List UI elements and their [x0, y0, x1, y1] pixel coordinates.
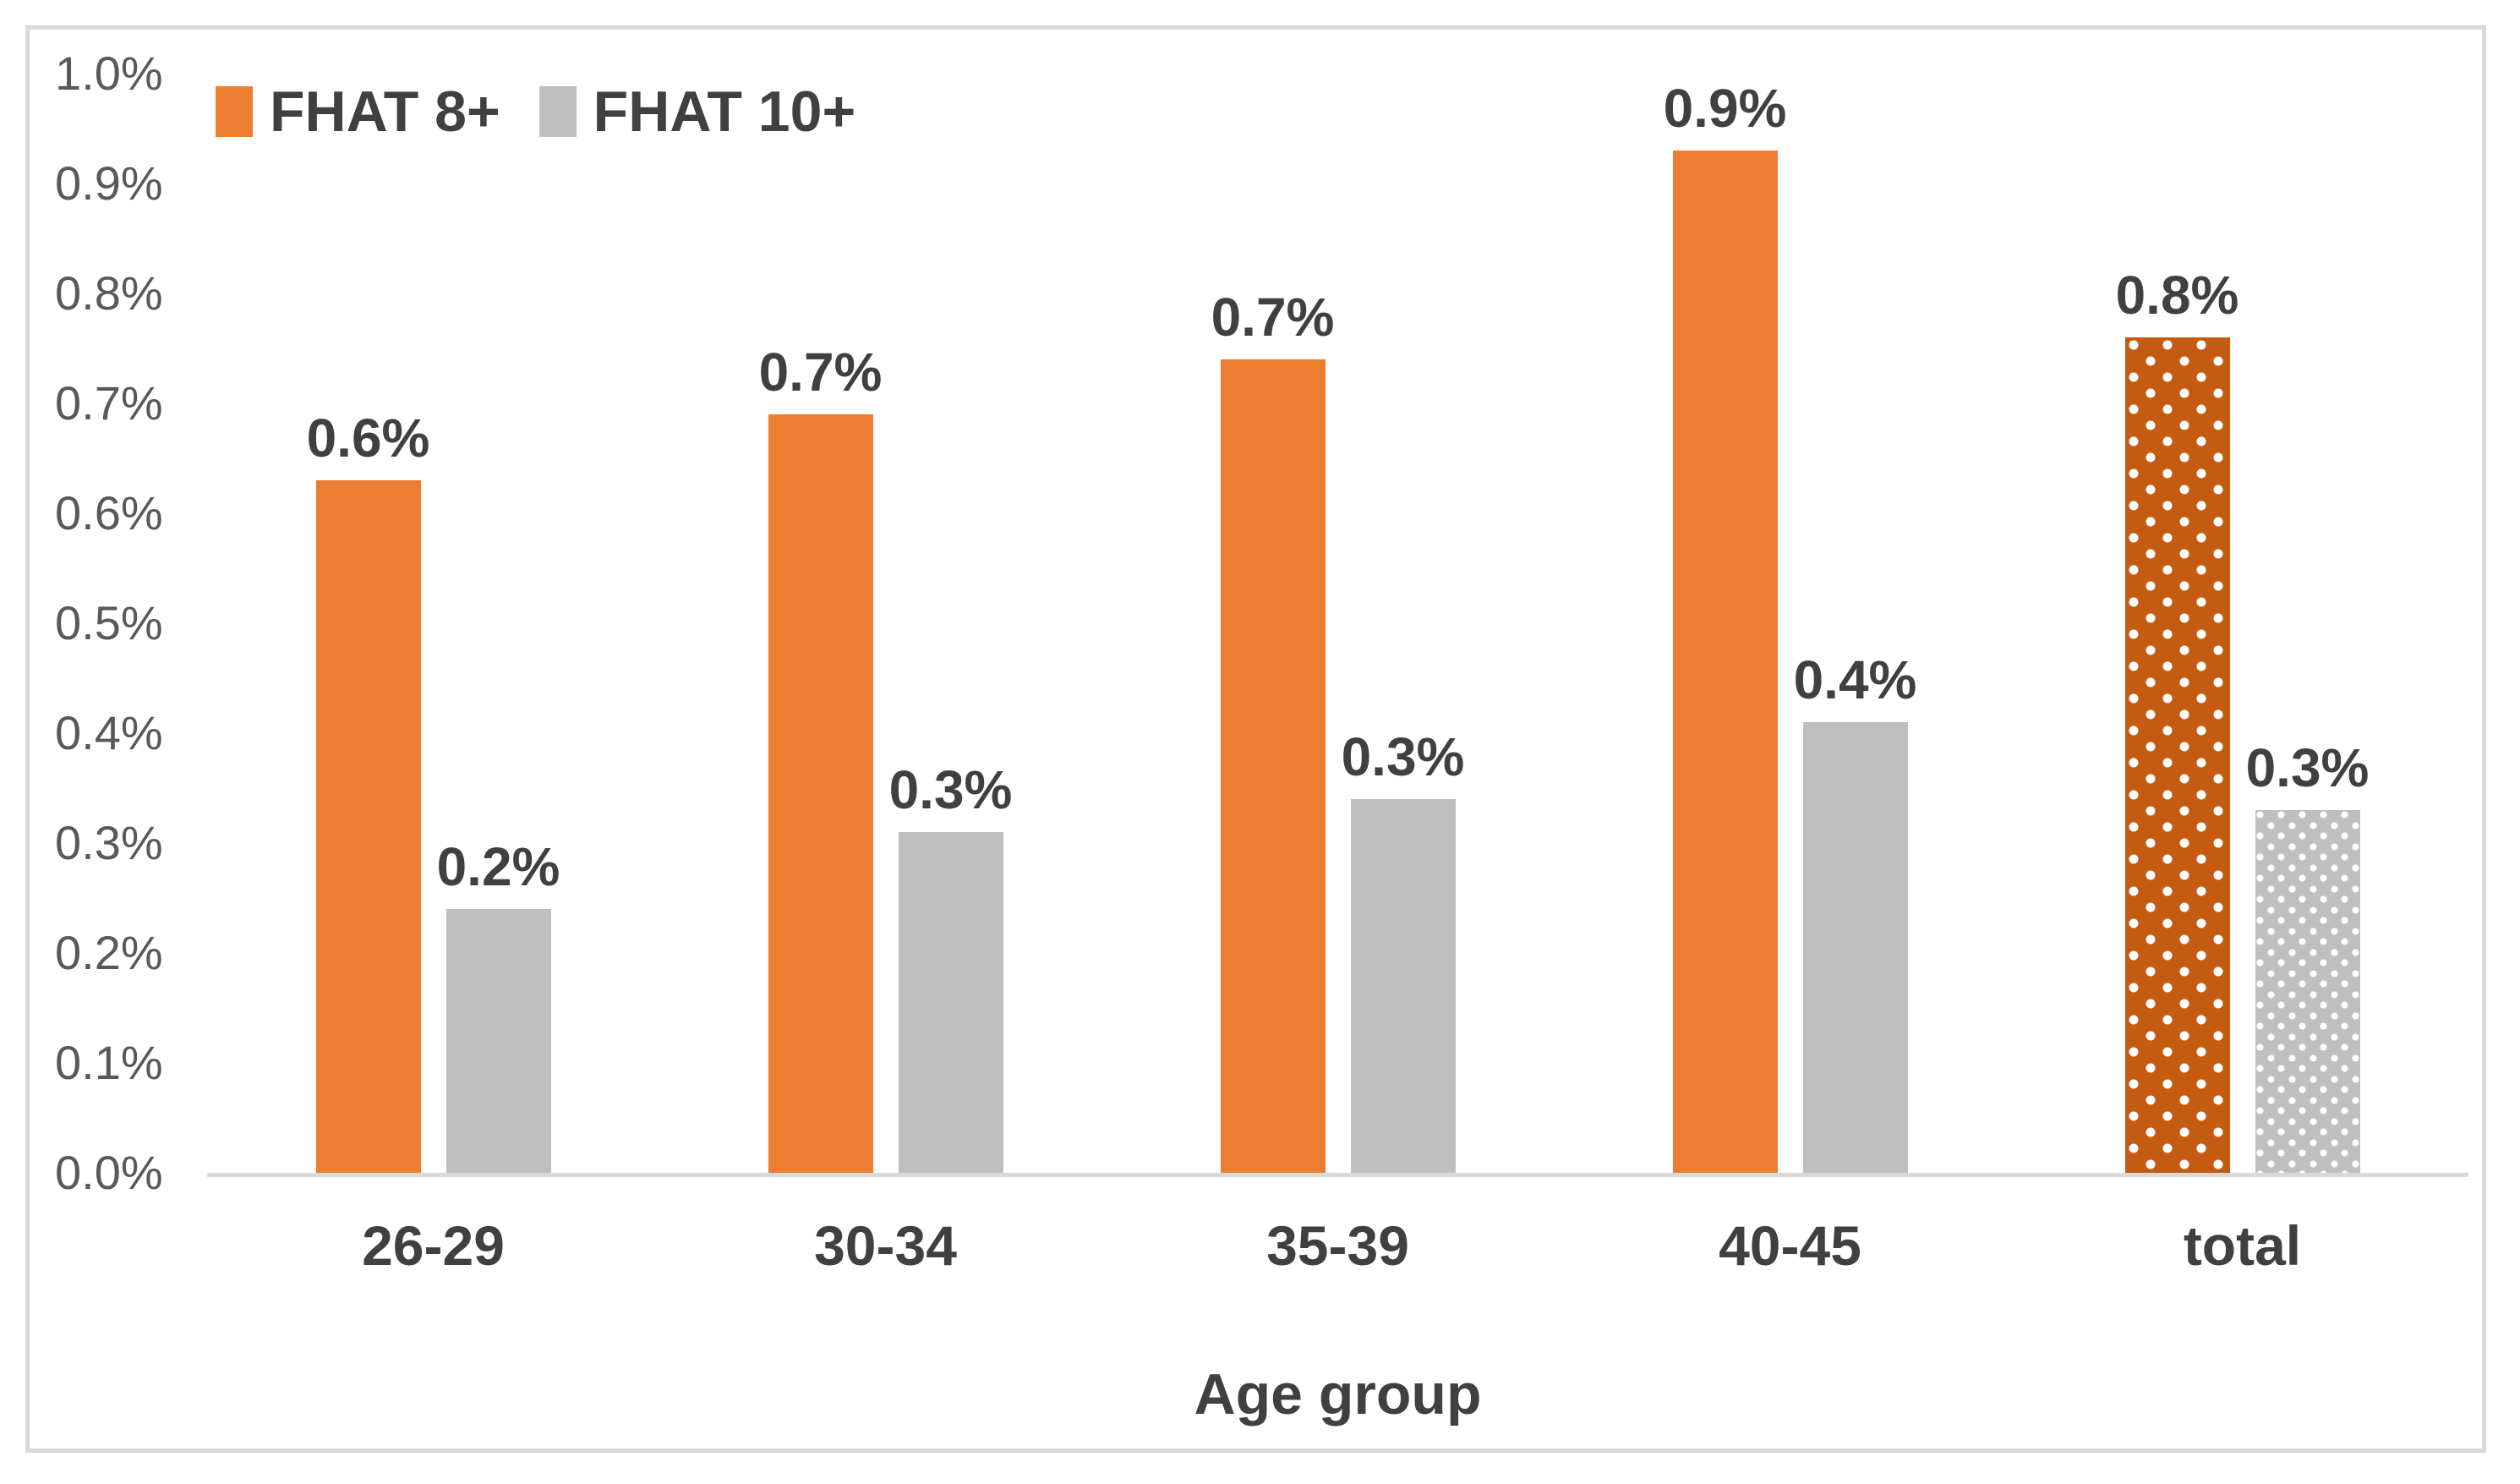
- y-tick-0-0pct: 0.0%: [55, 1146, 163, 1199]
- bar-group-30-34: 0.7% 0.3%: [659, 74, 1112, 1173]
- y-tick-0-1pct: 0.1%: [55, 1036, 163, 1089]
- data-label-fhat-10+-30-34: 0.3%: [888, 759, 1013, 820]
- x-axis-title: Age group: [1194, 1362, 1482, 1427]
- bar-group-35-39: 0.7% 0.3%: [1112, 74, 1564, 1173]
- bar-fhat-10+-35-39: 0.3%: [1342, 730, 1464, 1173]
- plot-area: 0.6% 0.2% 0.7% 0.3% 0.7% 0.3% 0.9% 0.4% 0.8% 0.3%: [207, 74, 2468, 1177]
- legend-label-fhat10: FHAT 10+: [593, 79, 856, 144]
- category-label-total: total: [2183, 1214, 2302, 1277]
- y-axis-tick-labels: 0.0% 0.1% 0.2% 0.3% 0.4% 0.5% 0.6% 0.7% 0.8% 0.9%…: [55, 50, 199, 1197]
- data-label-fhat-8+-40-45: 0.9%: [1663, 78, 1787, 139]
- data-label-fhat-10+-40-45: 0.4%: [1793, 649, 1917, 710]
- data-label-fhat-8+-30-34: 0.7%: [758, 342, 883, 402]
- y-tick-1-0pct: 1.0%: [55, 47, 163, 100]
- data-label-fhat-10+-35-39: 0.3%: [1341, 726, 1465, 787]
- category-label-40-45: 40-45: [1719, 1214, 1861, 1277]
- bar-group-total: 0.8% 0.3%: [2016, 74, 2468, 1173]
- data-label-fhat-10+-26-29: 0.2%: [436, 836, 560, 897]
- bar-fhat-8+-26-29: 0.6%: [307, 411, 429, 1173]
- x-axis-category-labels: 26-29 30-34 35-39 40-45 total: [207, 1218, 2468, 1273]
- bar-fhat-10+-total: 0.3%: [2246, 741, 2369, 1173]
- y-tick-0-5pct: 0.5%: [55, 596, 163, 649]
- bar-fhat-10+-40-45: 0.4%: [1794, 653, 1916, 1173]
- y-tick-0-7pct: 0.7%: [55, 376, 163, 430]
- bar-fhat-8+-35-39: 0.7%: [1211, 290, 1334, 1173]
- legend-item-fhat10: FHAT 10+: [538, 79, 856, 144]
- data-label-fhat-8+-35-39: 0.7%: [1211, 287, 1335, 348]
- bar-fhat-10+-30-34: 0.3%: [889, 763, 1012, 1173]
- y-tick-0-2pct: 0.2%: [55, 926, 163, 979]
- bar-fhat-8+-30-34: 0.7%: [759, 345, 882, 1173]
- y-tick-0-8pct: 0.8%: [55, 266, 163, 320]
- category-label-35-39: 35-39: [1266, 1214, 1409, 1277]
- data-label-fhat-8+-26-29: 0.6%: [306, 408, 430, 468]
- legend-item-fhat8: FHAT 8+: [216, 83, 500, 140]
- legend: FHAT 8+ FHAT 10+: [216, 83, 855, 140]
- y-tick-0-3pct: 0.3%: [55, 816, 163, 869]
- y-tick-0-6pct: 0.6%: [55, 486, 163, 539]
- legend-label-fhat8: FHAT 8+: [270, 79, 500, 144]
- bar-fhat-10+-26-29: 0.2%: [437, 840, 560, 1173]
- data-label-fhat-8+-total: 0.8%: [2115, 265, 2239, 326]
- y-tick-0-4pct: 0.4%: [55, 706, 163, 759]
- data-label-fhat-10+-total: 0.3%: [2245, 737, 2370, 798]
- category-label-26-29: 26-29: [362, 1214, 505, 1277]
- bar-group-40-45: 0.9% 0.4%: [1564, 74, 2016, 1173]
- bar-fhat-8+-40-45: 0.9%: [1664, 81, 1786, 1173]
- category-label-30-34: 30-34: [814, 1214, 957, 1277]
- legend-swatch-fhat10-icon: [538, 86, 577, 137]
- legend-swatch-fhat8-icon: [216, 86, 253, 137]
- bar-group-26-29: 0.6% 0.2%: [207, 74, 659, 1173]
- y-tick-0-9pct: 0.9%: [55, 156, 163, 210]
- bar-fhat-8+-total: 0.8%: [2116, 268, 2238, 1173]
